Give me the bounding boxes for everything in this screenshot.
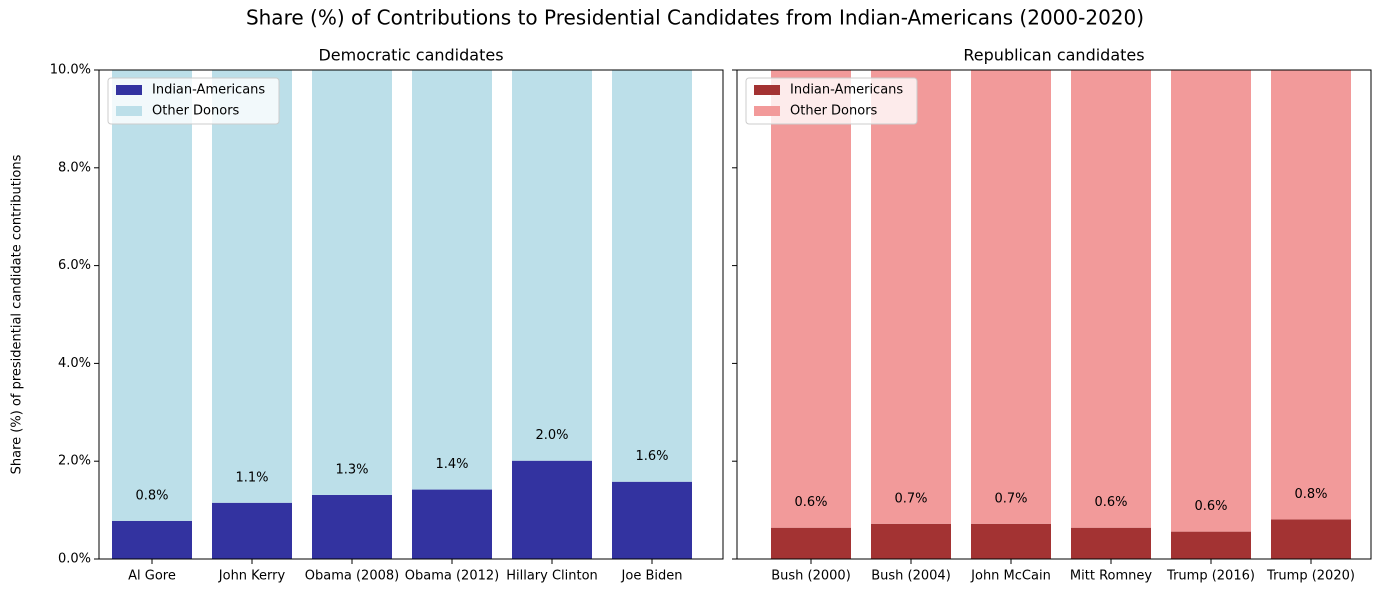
bar-segment — [1071, 70, 1151, 528]
bar-segment — [312, 494, 392, 559]
y-tick-label: 8.0% — [58, 160, 91, 175]
value-label: 1.1% — [235, 470, 268, 485]
x-tick-label: Obama (2012) — [405, 569, 499, 584]
bar-segment — [1271, 70, 1351, 520]
x-tick-label: Mitt Romney — [1070, 569, 1152, 584]
y-tick-label: 4.0% — [58, 356, 91, 371]
value-label: 0.6% — [794, 495, 827, 510]
plot-area — [112, 70, 692, 559]
x-tick-label: Bush (2004) — [871, 569, 951, 584]
value-label: 2.0% — [535, 428, 568, 443]
value-label: 1.3% — [335, 462, 368, 477]
value-label: 0.8% — [135, 488, 168, 503]
bar-segment — [771, 527, 851, 559]
value-label: 1.6% — [635, 449, 668, 464]
x-tick-label: Hillary Clinton — [506, 569, 598, 584]
legend-swatch — [116, 106, 142, 116]
legend-swatch — [754, 85, 780, 95]
bar-segment — [512, 460, 592, 559]
bar-segment — [412, 489, 492, 559]
bar-segment — [971, 70, 1051, 524]
x-tick-label: John McCain — [970, 569, 1051, 584]
bar-segment — [1271, 519, 1351, 559]
bar-segment — [1171, 70, 1251, 532]
value-label: 0.6% — [1094, 495, 1127, 510]
value-label: 0.6% — [1194, 499, 1227, 514]
bar-segment — [1171, 531, 1251, 559]
legend-box — [107, 77, 280, 125]
bar-segment — [412, 70, 492, 490]
bar-segment — [312, 70, 392, 495]
value-label: 1.4% — [435, 457, 468, 472]
bar-segment — [871, 523, 951, 559]
x-tick-label: Joe Biden — [621, 569, 683, 584]
x-tick-label: Bush (2000) — [771, 569, 851, 584]
figure-title: Share (%) of Contributions to Presidenti… — [246, 6, 1144, 30]
legend-swatch — [754, 106, 780, 116]
bar-segment — [512, 70, 592, 461]
legend-swatch — [116, 85, 142, 95]
x-tick-label: Obama (2008) — [305, 569, 399, 584]
legend-label: Indian-Americans — [790, 83, 903, 98]
bar-segment — [212, 70, 292, 503]
chart-title: Democratic candidates — [318, 46, 503, 65]
y-tick-label: 0.0% — [58, 552, 91, 567]
bar-segment — [1071, 527, 1151, 559]
chart-title: Republican candidates — [963, 46, 1144, 65]
x-tick-label: Al Gore — [128, 569, 176, 584]
legend-label: Other Donors — [152, 104, 240, 119]
legend-label: Other Donors — [790, 104, 878, 119]
bar-segment — [112, 70, 192, 521]
bar-segment — [771, 70, 851, 528]
plot-frame — [736, 69, 1372, 560]
x-tick-label: John Kerry — [218, 569, 286, 584]
x-tick-label: Trump (2020) — [1266, 569, 1355, 584]
bar-segment — [612, 70, 692, 482]
value-label: 0.7% — [894, 491, 927, 506]
x-tick-label: Trump (2016) — [1166, 569, 1255, 584]
bar-segment — [112, 520, 192, 559]
y-tick-label: 10.0% — [50, 63, 91, 78]
bar-segment — [871, 70, 951, 524]
y-tick-label: 2.0% — [58, 454, 91, 469]
y-tick-label: 6.0% — [58, 258, 91, 273]
bar-segment — [971, 523, 1051, 559]
value-label: 0.8% — [1294, 487, 1327, 502]
bar-segment — [612, 481, 692, 559]
legend-label: Indian-Americans — [152, 83, 265, 98]
y-axis-label: Share (%) of presidential candidate cont… — [10, 154, 25, 474]
legend-box — [745, 77, 918, 125]
plot-frame — [98, 69, 724, 560]
bar-segment — [212, 502, 292, 559]
value-label: 0.7% — [994, 491, 1027, 506]
plot-area — [771, 70, 1351, 559]
